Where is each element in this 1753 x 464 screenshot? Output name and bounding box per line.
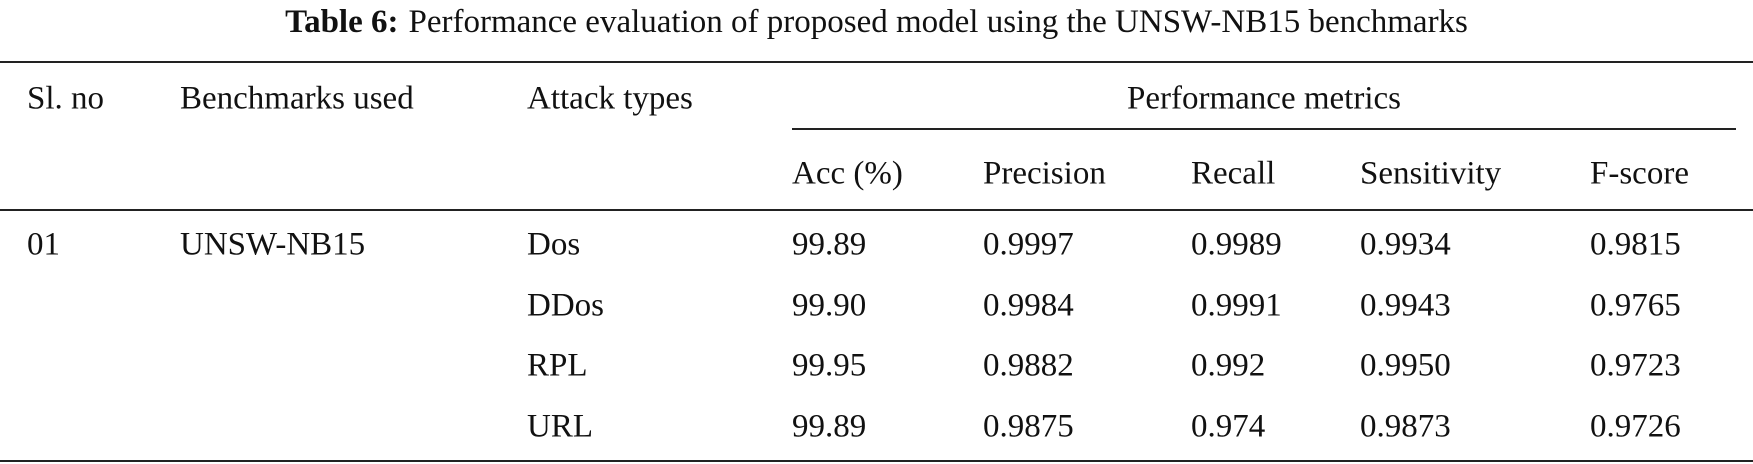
caption-text: Performance evaluation of proposed model… (408, 4, 1468, 40)
header-rule (0, 209, 1753, 211)
metric-header: F-score (1590, 155, 1689, 192)
metric-cell: 99.89 (792, 408, 867, 444)
metric-cell: 0.9989 (1191, 226, 1282, 263)
metric-cell: 0.9934 (1360, 226, 1451, 263)
attack-cell: RPL (527, 347, 588, 384)
metric-cell: 0.9873 (1360, 408, 1451, 444)
metric-cell: 0.9726 (1590, 408, 1681, 444)
caption-label: Table 6: (285, 4, 399, 40)
sl-no-cell: 01 (27, 226, 60, 263)
bottom-rule (0, 460, 1753, 462)
metric-header: Sensitivity (1360, 155, 1502, 192)
metric-cell: 99.89 (792, 226, 867, 263)
metric-cell: 0.9991 (1191, 287, 1282, 323)
metric-cell: 0.974 (1191, 408, 1266, 444)
attack-cell: URL (527, 408, 593, 444)
metric-cell: 0.9943 (1360, 287, 1451, 323)
top-rule (0, 61, 1753, 63)
group-rule (792, 128, 1736, 130)
metric-cell: 0.9950 (1360, 347, 1451, 384)
metric-cell: 0.9875 (983, 408, 1074, 444)
metric-cell: 0.9882 (983, 347, 1074, 384)
metric-cell: 99.95 (792, 347, 867, 384)
group-header: Performance metrics (1127, 80, 1401, 117)
metric-cell: 0.9815 (1590, 226, 1681, 263)
attack-cell: DDos (527, 287, 605, 323)
metric-cell: 0.9984 (983, 287, 1074, 323)
metric-header: Acc (%) (792, 155, 903, 192)
metric-header: Precision (983, 155, 1106, 192)
metric-cell: 99.90 (792, 287, 867, 323)
metric-cell: 0.9997 (983, 226, 1074, 263)
benchmark-cell: UNSW-NB15 (180, 226, 366, 263)
header-cell: Attack types (527, 80, 693, 117)
header-cell: Benchmarks used (180, 80, 414, 117)
metric-header: Recall (1191, 155, 1276, 192)
metric-cell: 0.9723 (1590, 347, 1681, 384)
caption: Table 6: Performance evaluation of propos… (0, 4, 1753, 40)
metric-cell: 0.9765 (1590, 287, 1681, 323)
header-cell: Sl. no (27, 80, 105, 117)
metric-cell: 0.992 (1191, 347, 1266, 384)
attack-cell: Dos (527, 226, 581, 263)
